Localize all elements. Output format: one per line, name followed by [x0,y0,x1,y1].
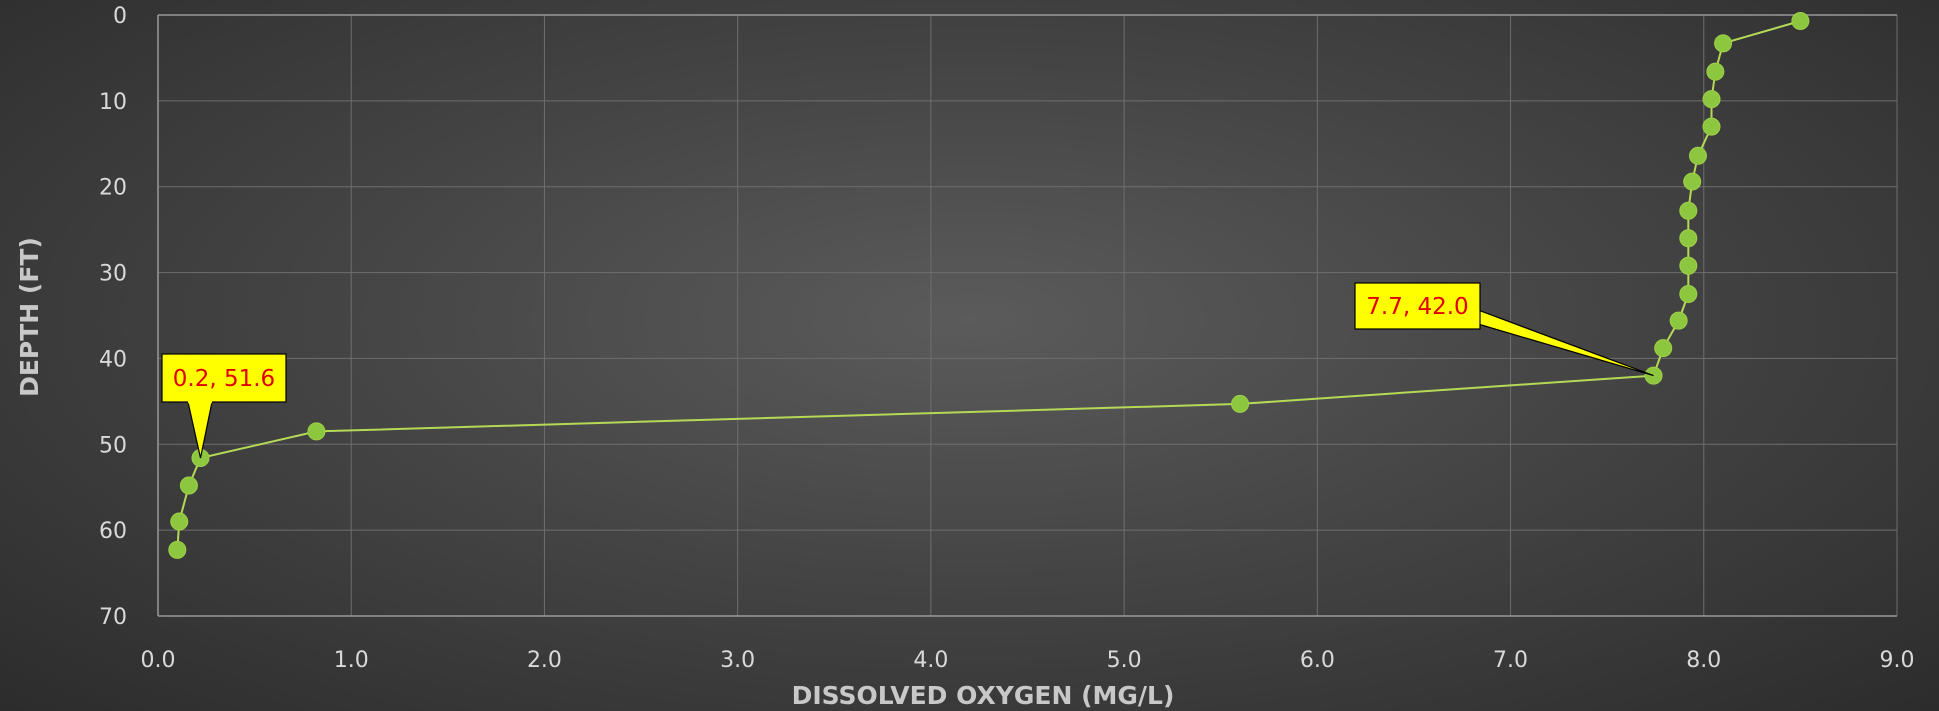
data-point [1231,394,1250,413]
data-point [168,540,187,559]
x-tick-label: 9.0 [1880,648,1915,673]
y-tick-labels: 0 10 20 30 40 50 60 70 [99,4,127,630]
callout-pointer [1477,309,1654,377]
callout-pointer [187,401,213,459]
data-label: 0.2, 51.6 [173,366,275,392]
y-axis-title: DEPTH (FT) [15,237,44,397]
data-point [307,422,326,441]
data-point [1669,311,1688,330]
x-tick-label: 1.0 [334,648,369,673]
x-tick-label: 0.0 [141,648,176,673]
data-point [1702,117,1721,136]
data-point [1654,339,1673,358]
y-tick-label: 10 [99,90,127,115]
data-point [1791,12,1810,31]
data-point [1679,256,1698,275]
y-tick-label: 70 [99,605,127,630]
y-tick-label: 0 [113,4,127,29]
y-tick-label: 30 [99,262,127,287]
data-point [179,476,198,495]
x-tick-label: 5.0 [1107,648,1142,673]
axis-lines [157,14,1897,617]
x-tick-label: 3.0 [720,648,755,673]
gridlines [158,15,1898,616]
y-tick-label: 60 [99,519,127,544]
y-tick-label: 50 [99,433,127,458]
data-point [1702,90,1721,109]
callout-box [1354,282,1481,330]
y-tick-label: 40 [99,347,127,372]
x-tick-label: 6.0 [1300,648,1335,673]
series-group [168,12,1810,559]
x-tick-label: 4.0 [913,648,948,673]
y-tick-label: 20 [99,176,127,201]
callouts: 0.2, 51.6 7.7, 42.0 [161,282,1654,459]
x-axis-title: DISSOLVED OXYGEN (MG/L) [792,681,1175,710]
x-tick-label: 2.0 [527,648,562,673]
data-point [170,512,189,531]
x-tick-labels: 0.0 1.0 2.0 3.0 4.0 5.0 6.0 7.0 8.0 9.0 [141,648,1915,673]
data-label: 7.7, 42.0 [1366,294,1468,320]
data-point [1688,146,1707,165]
callout-box [161,353,287,403]
x-tick-label: 8.0 [1686,648,1721,673]
data-point [1679,229,1698,248]
series-line [176,20,1801,550]
data-point [1679,285,1698,304]
x-tick-label: 7.0 [1493,648,1528,673]
data-point [1706,62,1725,81]
data-point [1714,34,1733,53]
data-point [1679,201,1698,220]
data-point [1683,172,1702,191]
